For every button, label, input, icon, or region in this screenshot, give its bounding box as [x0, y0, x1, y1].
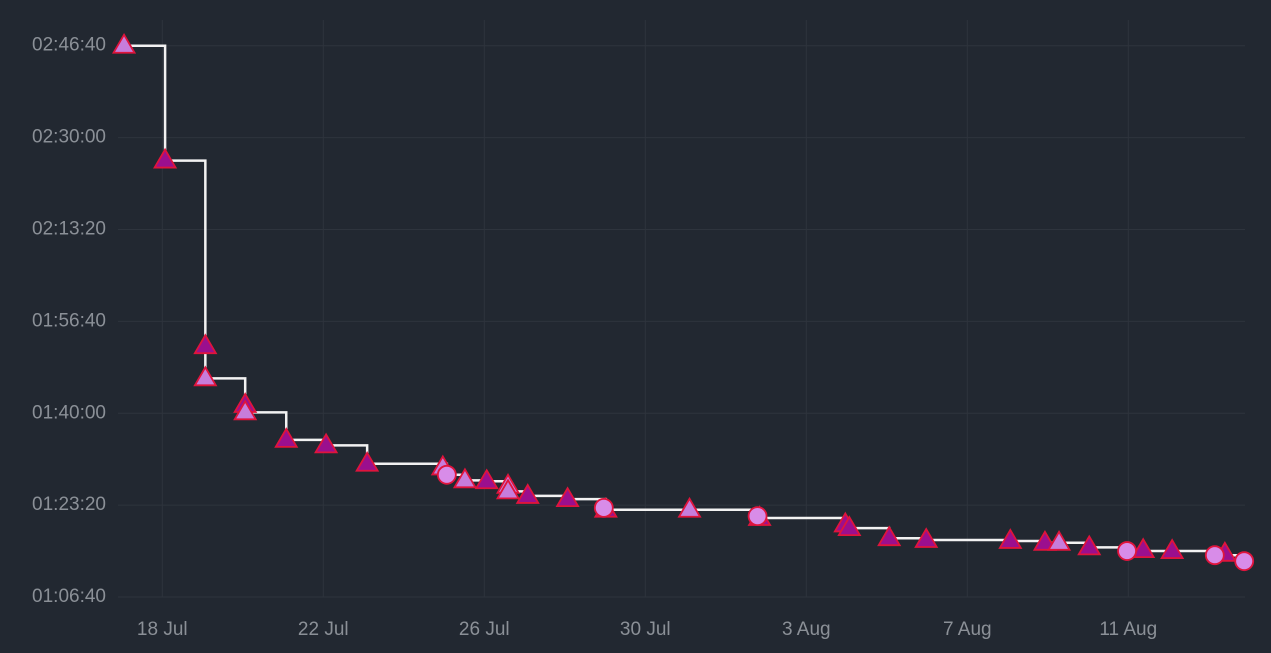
x-tick-label: 18 Jul [137, 619, 188, 640]
triangle-marker [274, 427, 299, 448]
step-line [124, 44, 1245, 557]
triangle-marker [914, 527, 939, 548]
y-tick-label: 02:13:20 [32, 218, 106, 239]
y-tick-label: 01:56:40 [32, 310, 106, 331]
triangle-marker [515, 483, 540, 504]
triangle-marker [495, 478, 521, 500]
x-tick-label: 22 Jul [298, 619, 349, 640]
triangle-marker [1077, 534, 1102, 556]
triangle-marker [193, 333, 218, 355]
triangle-marker [153, 147, 178, 169]
y-tick-label: 02:30:00 [32, 127, 106, 148]
triangle-marker [233, 399, 258, 421]
triangle-marker [1131, 537, 1156, 559]
x-tick-label: 30 Jul [620, 619, 671, 640]
triangle-marker [1160, 538, 1185, 559]
circle-marker [747, 506, 768, 527]
triangle-marker [677, 496, 702, 518]
x-tick-label: 3 Aug [782, 619, 831, 640]
x-tick-label: 26 Jul [459, 619, 510, 640]
x-tick-label: 7 Aug [943, 619, 992, 640]
y-tick-label: 02:46:40 [32, 35, 106, 56]
triangle-marker [837, 515, 862, 536]
circle-marker [1204, 545, 1225, 566]
x-tick-label: 11 Aug [1099, 619, 1157, 640]
triangle-marker [355, 450, 380, 472]
circle-marker [436, 464, 457, 485]
triangle-marker [1046, 530, 1072, 551]
triangle-marker [111, 32, 137, 54]
triangle-marker [314, 432, 339, 454]
circle-marker [1234, 551, 1255, 572]
triangle-marker [452, 467, 478, 489]
y-tick-label: 01:23:20 [32, 494, 106, 515]
triangle-marker [555, 486, 580, 508]
triangle-marker [193, 365, 218, 387]
triangle-marker [877, 525, 902, 547]
circle-marker [593, 497, 614, 518]
circle-marker [1117, 541, 1137, 561]
triangle-marker [474, 468, 499, 490]
y-tick-label: 01:06:40 [32, 586, 106, 607]
triangle-marker [998, 528, 1023, 549]
y-tick-label: 01:40:00 [32, 402, 106, 423]
